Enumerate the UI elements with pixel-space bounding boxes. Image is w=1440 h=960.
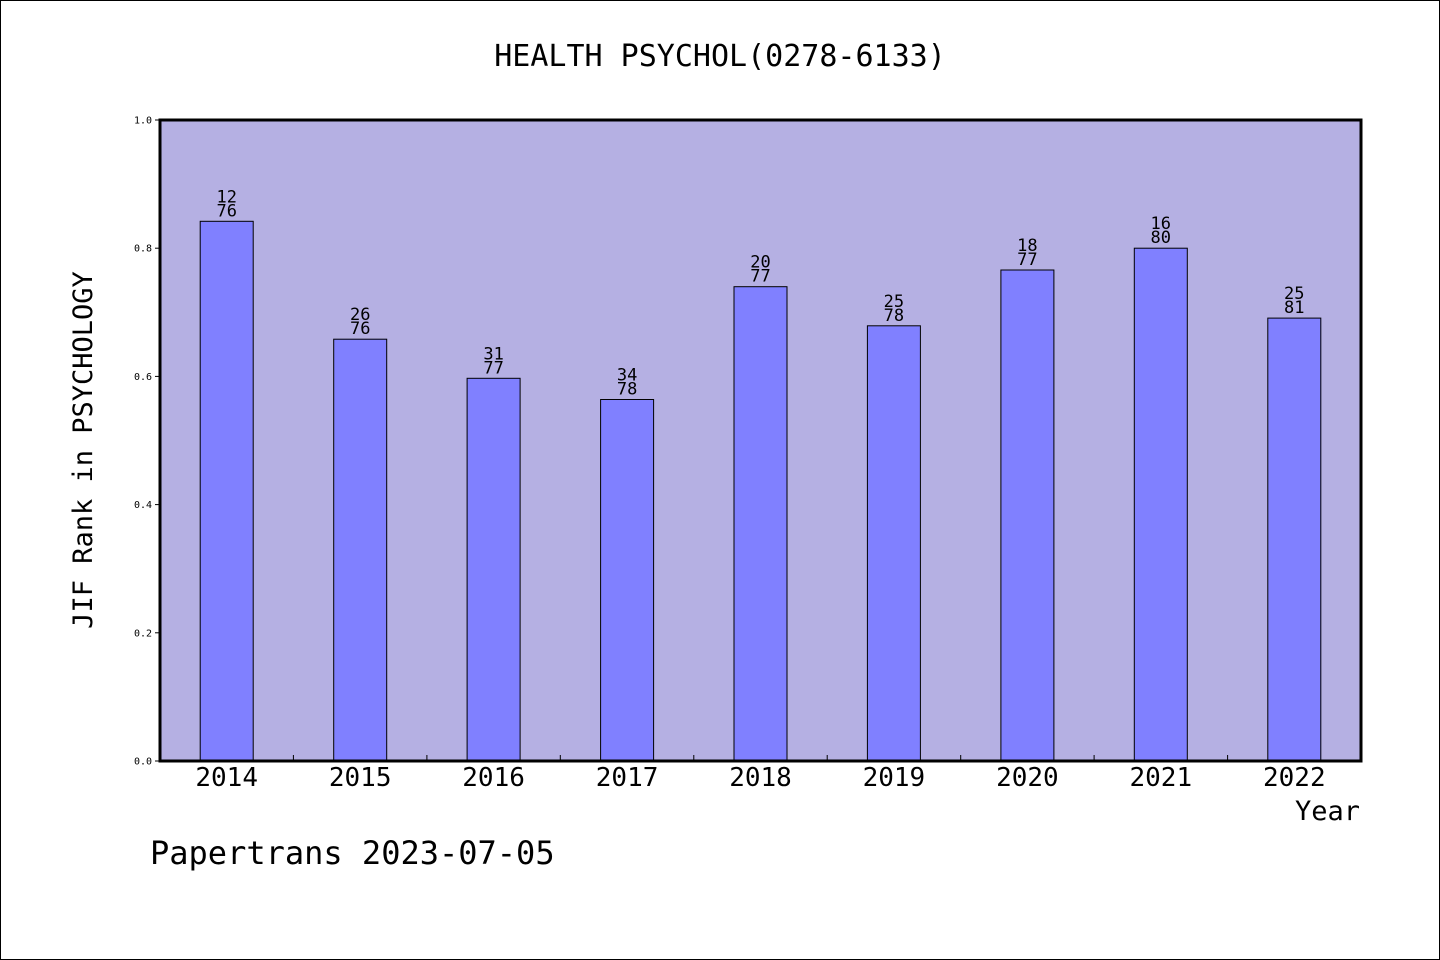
bar-total-label: 77: [750, 267, 770, 287]
bar-total-label: 77: [1017, 250, 1037, 270]
bar-rank-label: 12: [216, 187, 236, 207]
y-tick-label: 0.8: [134, 244, 152, 255]
x-tick-label: 2016: [462, 763, 525, 793]
y-tick-label: 0.2: [134, 628, 152, 639]
bar-rank-label: 16: [1151, 214, 1171, 234]
bar-total-label: 77: [483, 358, 503, 378]
bar-2022: [1267, 317, 1322, 762]
x-tick-label: 2022: [1263, 763, 1326, 793]
x-tick-label: 2015: [329, 763, 392, 793]
bar-rank-label: 25: [1284, 284, 1304, 304]
bar-2017: [600, 399, 655, 762]
x-tick-label: 2019: [863, 763, 926, 793]
bar-rank-label: 26: [350, 305, 370, 325]
bar-total-label: 78: [884, 306, 904, 326]
bar-rank-label: 31: [483, 344, 503, 364]
x-axis-label: Year: [1295, 796, 1360, 827]
bar-rank-label: 25: [884, 292, 904, 312]
x-tick-label: 2014: [195, 763, 258, 793]
bar-total-label: 76: [216, 201, 236, 221]
bar-total-label: 78: [617, 380, 637, 400]
bar-2018: [733, 286, 788, 762]
x-tick-label: 2020: [996, 763, 1059, 793]
bar-rank-label: 18: [1017, 236, 1037, 256]
bar-2015: [333, 338, 388, 762]
y-tick-label: 0.4: [134, 500, 152, 511]
x-tick-label: 2017: [596, 763, 659, 793]
y-tick-label: 0.0: [134, 757, 152, 768]
x-tick-label: 2018: [729, 763, 792, 793]
y-axis-label: JIF Rank in PSYCHOLOGY: [68, 271, 99, 629]
bar-rank-label: 34: [617, 366, 637, 386]
x-tick-label: 2021: [1129, 763, 1192, 793]
plot-border: [158, 118, 1363, 763]
bar-rank-label: 20: [750, 253, 770, 273]
y-tick-label: 1.0: [134, 116, 152, 127]
bar-total-label: 81: [1284, 298, 1304, 318]
bar-2019: [866, 325, 921, 762]
bar-2014: [199, 220, 254, 762]
footer-note: Papertrans 2023-07-05: [150, 834, 555, 872]
bar-total-label: 80: [1151, 228, 1171, 248]
ticks-layer: 2014 2015 2016 2017 2018 2019 2020 2021 20220.00…: [134, 116, 1326, 794]
bar-2021: [1133, 247, 1188, 762]
y-tick-label: 0.6: [134, 372, 152, 383]
bar-2016: [466, 377, 521, 762]
chart-title: HEALTH PSYCHOL(0278-6133): [494, 39, 946, 74]
bar-2020: [1000, 269, 1055, 762]
bar-total-label: 76: [350, 319, 370, 339]
